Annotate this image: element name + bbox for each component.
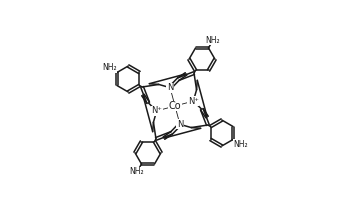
Text: N⁺: N⁺ — [151, 106, 162, 115]
Text: NH₂: NH₂ — [233, 140, 248, 148]
Text: NH₂: NH₂ — [130, 167, 144, 176]
Text: N: N — [167, 83, 173, 92]
Text: Co: Co — [169, 101, 181, 111]
Text: NH₂: NH₂ — [206, 36, 220, 45]
Text: N: N — [177, 120, 183, 129]
Text: N⁺: N⁺ — [188, 97, 199, 106]
Text: NH₂: NH₂ — [102, 63, 117, 73]
